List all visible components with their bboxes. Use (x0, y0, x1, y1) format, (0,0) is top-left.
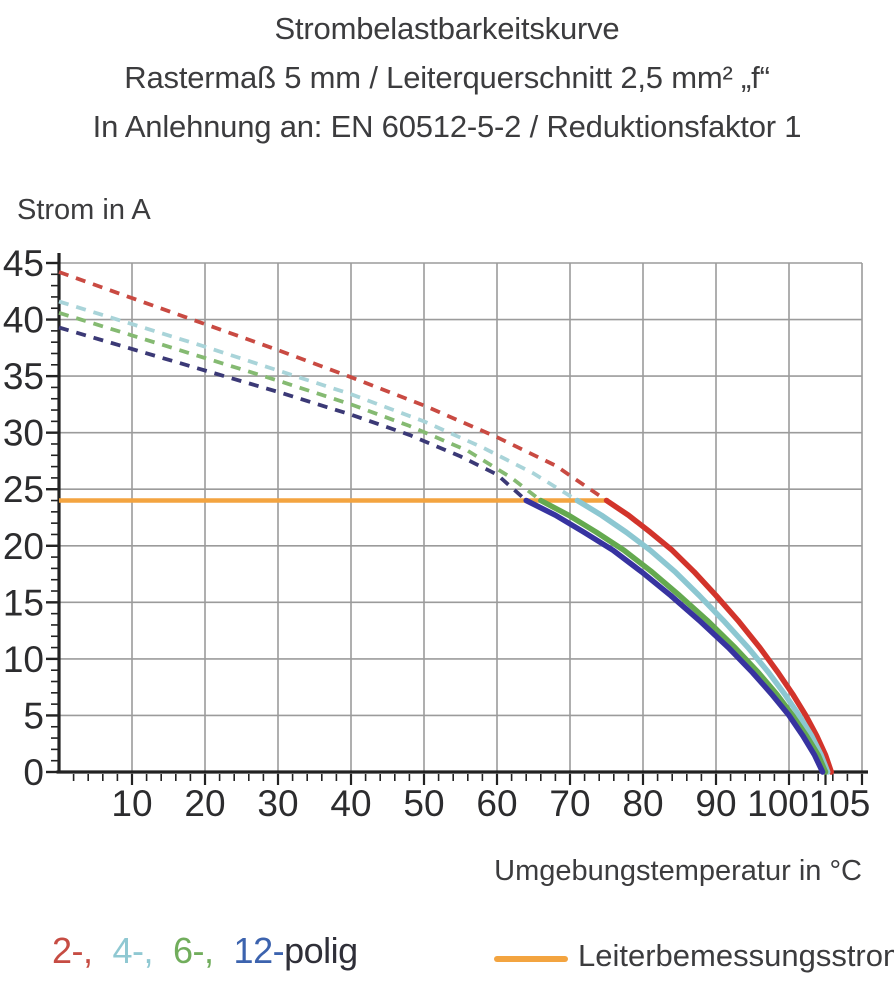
legend-item-2pole: 2-, (52, 930, 93, 971)
legend-item-4pole: 4-, (112, 930, 154, 971)
y-tick-label: 15 (3, 582, 44, 623)
y-tick-label: 10 (3, 639, 44, 680)
y-axis-title: Strom in A (17, 194, 151, 226)
y-tick-label: 35 (3, 356, 44, 397)
y-tick-label: 0 (23, 752, 44, 793)
y-tick-label: 30 (3, 413, 44, 454)
pole-count-legend: 2-, 4-, 6-, 12-polig (52, 930, 358, 972)
chart-title-line3: In Anlehnung an: EN 60512-5-2 / Reduktio… (92, 109, 802, 144)
y-tick-label: 40 (3, 300, 44, 341)
legend-item-polig-suffix: polig (284, 930, 358, 971)
chart-title-line2: Rastermaß 5 mm / Leiterquerschnitt 2,5 m… (124, 60, 770, 95)
x-tick-label: 80 (622, 783, 663, 824)
y-tick-label: 25 (3, 469, 44, 510)
x-tick-label: 10 (111, 783, 152, 824)
x-tick-label: 40 (330, 783, 371, 824)
x-tick-label: 105 (809, 783, 871, 824)
rated-current-line-swatch (494, 956, 568, 962)
x-tick-label: 100 (747, 783, 809, 824)
x-tick-label: 30 (257, 783, 298, 824)
x-axis-title: Umgebungstemperatur in °C (494, 855, 862, 887)
x-tick-label: 90 (695, 783, 736, 824)
y-tick-label: 5 (23, 695, 44, 736)
rated-current-label: Leiterbemessungsstrom (578, 938, 894, 973)
legend-item-6pole: 6-, (173, 930, 214, 971)
x-tick-label: 50 (403, 783, 444, 824)
chart-title: Strombelastbarkeitskurve Rastermaß 5 mm … (0, 4, 894, 151)
x-tick-label: 60 (476, 783, 517, 824)
x-tick-label: 70 (549, 783, 590, 824)
chart-title-line1: Strombelastbarkeitskurve (274, 11, 620, 46)
y-tick-label: 45 (3, 243, 44, 284)
legend-item-12pole: 12- (233, 930, 285, 971)
y-tick-label: 20 (3, 526, 44, 567)
x-tick-label: 20 (184, 783, 225, 824)
